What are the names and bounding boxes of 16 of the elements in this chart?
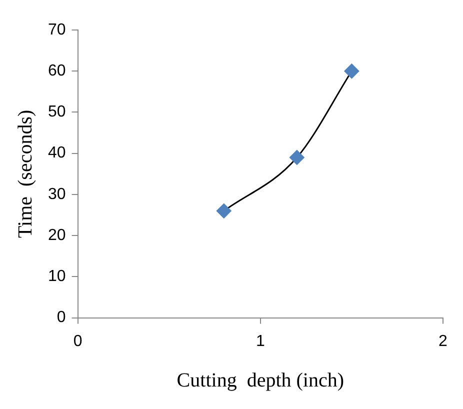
- y-tick-label: 70: [48, 21, 66, 38]
- y-tick-label: 40: [48, 144, 66, 162]
- y-tick-label: 60: [48, 62, 66, 80]
- y-tick-label: 50: [48, 104, 66, 121]
- x-tick-label: 0: [73, 332, 82, 350]
- y-tick-label: 0: [56, 309, 66, 326]
- point: [216, 203, 232, 218]
- point: [289, 150, 304, 165]
- x-tick-label: 2: [438, 332, 448, 350]
- y-tick-label: 20: [48, 226, 66, 244]
- y-tick-label: 10: [48, 268, 66, 286]
- x-tick-label: 1: [256, 332, 265, 350]
- y-axis-title: Time (seconds): [14, 110, 36, 238]
- point: [344, 64, 360, 79]
- y-tick-label: 30: [48, 186, 66, 203]
- x-axis-title: Cutting depth (inch): [176, 369, 344, 392]
